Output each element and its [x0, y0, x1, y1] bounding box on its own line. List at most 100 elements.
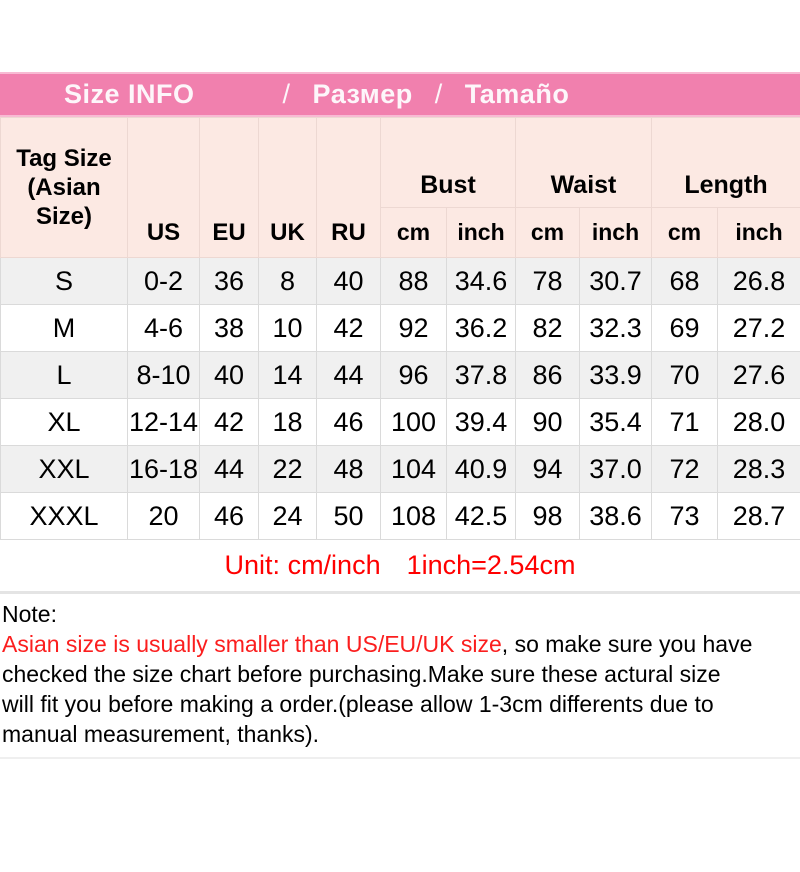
cell-waist-inch: 35.4 — [580, 399, 652, 446]
size-row-s: S 0-2 36 8 40 88 34.6 78 30.7 68 26.8 — [1, 258, 800, 305]
cell-uk: 18 — [259, 399, 317, 446]
cell-tag: XXXL — [1, 493, 128, 540]
cell-bust-cm: 104 — [381, 446, 447, 493]
cell-us: 16-18 — [128, 446, 200, 493]
cell-uk: 8 — [259, 258, 317, 305]
unit-note: Unit: cm/inch 1inch=2.54cm — [0, 540, 800, 594]
header-waist: Waist — [516, 118, 652, 208]
subheader-bust-cm: cm — [381, 208, 447, 258]
cell-tag: XXL — [1, 446, 128, 493]
banner-title-en: Size INFO — [64, 79, 195, 110]
cell-waist-inch: 30.7 — [580, 258, 652, 305]
cell-eu: 46 — [200, 493, 259, 540]
subheader-length-inch: inch — [718, 208, 800, 258]
cell-eu: 38 — [200, 305, 259, 352]
cell-length-inch: 28.0 — [718, 399, 800, 446]
cell-length-inch: 28.3 — [718, 446, 800, 493]
cell-eu: 44 — [200, 446, 259, 493]
subheader-bust-inch: inch — [447, 208, 516, 258]
cell-bust-cm: 96 — [381, 352, 447, 399]
cell-bust-inch: 40.9 — [447, 446, 516, 493]
cell-waist-inch: 32.3 — [580, 305, 652, 352]
cell-length-cm: 73 — [652, 493, 718, 540]
cell-waist-inch: 33.9 — [580, 352, 652, 399]
header-length: Length — [652, 118, 800, 208]
banner-separator-1: / — [283, 79, 291, 110]
cell-us: 8-10 — [128, 352, 200, 399]
size-row-xxl: XXL 16-18 44 22 48 104 40.9 94 37.0 72 2… — [1, 446, 800, 493]
cell-length-cm: 68 — [652, 258, 718, 305]
note-section: Note: Asian size is usually smaller than… — [0, 594, 800, 759]
cell-bust-cm: 100 — [381, 399, 447, 446]
cell-length-cm: 69 — [652, 305, 718, 352]
size-row-m: M 4-6 38 10 42 92 36.2 82 32.3 69 27.2 — [1, 305, 800, 352]
cell-waist-cm: 78 — [516, 258, 580, 305]
cell-eu: 42 — [200, 399, 259, 446]
size-row-l: L 8-10 40 14 44 96 37.8 86 33.9 70 27.6 — [1, 352, 800, 399]
cell-length-cm: 72 — [652, 446, 718, 493]
cell-ru: 42 — [317, 305, 381, 352]
cell-bust-inch: 36.2 — [447, 305, 516, 352]
cell-ru: 44 — [317, 352, 381, 399]
cell-length-inch: 28.7 — [718, 493, 800, 540]
cell-length-inch: 27.6 — [718, 352, 800, 399]
cell-tag: L — [1, 352, 128, 399]
cell-bust-cm: 108 — [381, 493, 447, 540]
subheader-waist-cm: cm — [516, 208, 580, 258]
cell-bust-cm: 88 — [381, 258, 447, 305]
header-tag-size: Tag Size (Asian Size) — [1, 118, 128, 258]
cell-tag: XL — [1, 399, 128, 446]
banner-title-ru: Размер — [313, 79, 413, 110]
cell-bust-cm: 92 — [381, 305, 447, 352]
banner-title-es: Tamaño — [465, 79, 570, 110]
banner-separator-2: / — [435, 79, 443, 110]
cell-uk: 24 — [259, 493, 317, 540]
cell-tag: M — [1, 305, 128, 352]
cell-ru: 40 — [317, 258, 381, 305]
cell-bust-inch: 42.5 — [447, 493, 516, 540]
cell-waist-cm: 86 — [516, 352, 580, 399]
cell-uk: 14 — [259, 352, 317, 399]
cell-length-inch: 27.2 — [718, 305, 800, 352]
cell-waist-cm: 94 — [516, 446, 580, 493]
note-line2: checked the size chart before purchasing… — [2, 661, 721, 687]
subheader-waist-inch: inch — [580, 208, 652, 258]
cell-bust-inch: 37.8 — [447, 352, 516, 399]
cell-waist-inch: 38.6 — [580, 493, 652, 540]
cell-ru: 46 — [317, 399, 381, 446]
cell-ru: 50 — [317, 493, 381, 540]
note-label: Note: — [2, 599, 798, 629]
cell-waist-cm: 90 — [516, 399, 580, 446]
cell-bust-inch: 39.4 — [447, 399, 516, 446]
size-row-xl: XL 12-14 42 18 46 100 39.4 90 35.4 71 28… — [1, 399, 800, 446]
note-paragraph: Asian size is usually smaller than US/EU… — [2, 629, 798, 749]
cell-tag: S — [1, 258, 128, 305]
unit-note-right: 1inch=2.54cm — [407, 550, 576, 581]
note-line1-black: , so make sure you have — [502, 631, 753, 657]
cell-waist-inch: 37.0 — [580, 446, 652, 493]
cell-length-inch: 26.8 — [718, 258, 800, 305]
subheader-length-cm: cm — [652, 208, 718, 258]
header-eu: EU — [200, 118, 259, 258]
cell-us: 12-14 — [128, 399, 200, 446]
cell-length-cm: 71 — [652, 399, 718, 446]
cell-waist-cm: 98 — [516, 493, 580, 540]
unit-note-left: Unit: cm/inch — [225, 550, 381, 581]
cell-us: 20 — [128, 493, 200, 540]
cell-us: 0-2 — [128, 258, 200, 305]
size-info-banner: Size INFO / Размер / Tamaño — [0, 72, 800, 117]
cell-uk: 22 — [259, 446, 317, 493]
cell-uk: 10 — [259, 305, 317, 352]
note-line1-red: Asian size is usually smaller than US/EU… — [2, 631, 502, 657]
note-line3: will fit you before making a order.(plea… — [2, 691, 714, 717]
cell-length-cm: 70 — [652, 352, 718, 399]
cell-bust-inch: 34.6 — [447, 258, 516, 305]
cell-eu: 40 — [200, 352, 259, 399]
cell-us: 4-6 — [128, 305, 200, 352]
header-us: US — [128, 118, 200, 258]
cell-eu: 36 — [200, 258, 259, 305]
cell-waist-cm: 82 — [516, 305, 580, 352]
header-bust: Bust — [381, 118, 516, 208]
size-chart-table: Tag Size (Asian Size) US EU UK RU Bust W… — [0, 117, 800, 540]
note-line4: manual measurement, thanks). — [2, 721, 319, 747]
